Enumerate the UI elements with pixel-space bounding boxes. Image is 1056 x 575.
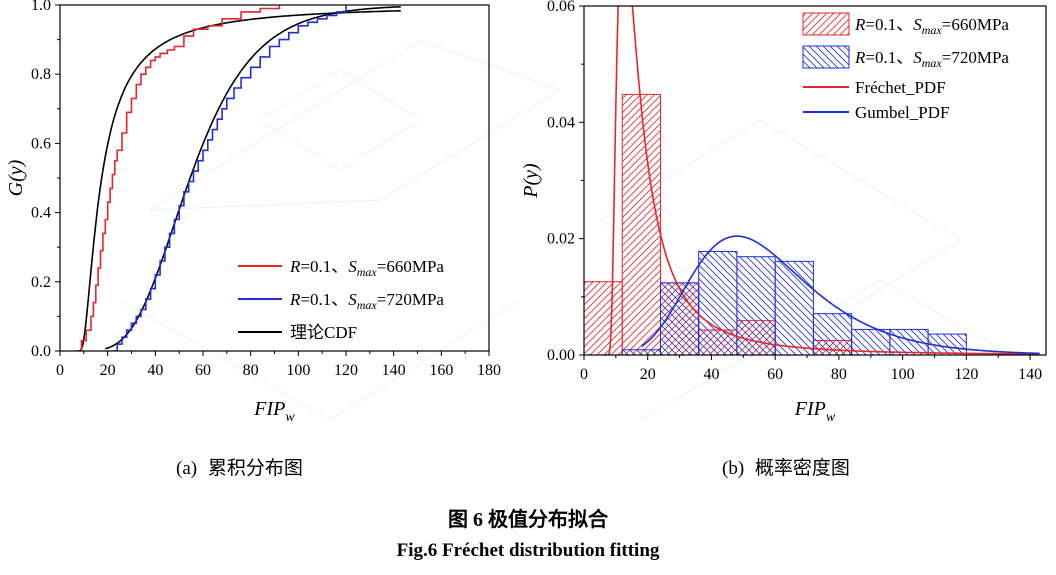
y-tick-label: 0.0: [31, 343, 51, 360]
x-tick-label: 40: [703, 366, 719, 383]
figure-caption-cn: 图 6 极值分布拟合: [448, 509, 608, 531]
x-tick-label: 0: [56, 362, 64, 379]
pdf-curve-2: [640, 235, 1040, 355]
y-tick-label: 0.2: [31, 274, 51, 291]
cdf-legend-label-3: 理论CDF: [290, 323, 357, 342]
histogram-2-bar-1: [621, 349, 661, 355]
subcaption-b-label: (b): [722, 458, 745, 479]
watermark: [119, 39, 1021, 421]
pdf-panel: 0 20 40 60 80 100 120 140 0.00 0.02 0.04 0.06 FIPw P(…: [520, 0, 1047, 425]
histogram-1-bar-2: [621, 93, 661, 355]
subcaption-b: (b) 概率密度图: [722, 453, 850, 480]
pdf-legend-label-4: Gumbel_PDF: [855, 103, 949, 122]
x-tick-label: 40: [147, 362, 163, 379]
x-tick-label: 80: [243, 362, 259, 379]
cdf-y-axis-label: G(y): [5, 159, 27, 196]
y-tick-label: 0.4: [31, 205, 51, 222]
cdf-legend-label-2: R=0.1、Smax=720MPa: [289, 290, 444, 312]
y-tick-label: 0.8: [31, 66, 51, 83]
histogram-2-bar-3: [698, 250, 738, 355]
histogram-2-bar-6: [812, 313, 853, 355]
x-tick-label: 120: [334, 362, 358, 379]
histogram-2-bar-5: [774, 260, 814, 355]
pdf-legend-label-3: Fréchet_PDF: [855, 78, 946, 97]
x-tick-label: 160: [429, 362, 453, 379]
x-tick-label: 20: [100, 362, 116, 379]
x-tick-label: 20: [640, 366, 656, 383]
x-tick-label: 60: [767, 366, 783, 383]
x-tick-label: 80: [831, 366, 847, 383]
pdf-legend-label-1: R=0.1、Smax=660MPa: [854, 15, 1009, 37]
histogram-2-bar-4: [736, 256, 776, 355]
y-tick-label: 1.0: [31, 0, 51, 14]
histogram-1-bar-1: [584, 281, 623, 355]
x-tick-label: 60: [195, 362, 211, 379]
x-tick-label: 180: [477, 362, 501, 379]
subcaption-a: (a) 累积分布图: [176, 453, 303, 480]
cdf-x-axis-label: FIPw: [253, 398, 295, 425]
pdf-legend-label-2: R=0.1、Smax=720MPa: [854, 48, 1009, 70]
x-tick-label: 100: [891, 366, 915, 383]
cdf-legend-label-1: R=0.1、Smax=660MPa: [289, 257, 444, 279]
x-tick-label: 140: [382, 362, 406, 379]
subcaption-a-text: 累积分布图: [207, 458, 303, 479]
subcaption-b-text: 概率密度图: [754, 458, 850, 479]
empirical-cdf-series-1: [76, 5, 281, 351]
x-tick-label: 120: [954, 366, 978, 383]
pdf-legend-swatch-1: [802, 12, 850, 36]
y-tick-label: 0.04: [547, 114, 575, 131]
pdf-y-axis-label: P(y): [520, 163, 542, 199]
y-tick-label: 0.6: [31, 135, 51, 152]
x-tick-label: 100: [286, 362, 310, 379]
y-tick-label: 0.06: [547, 0, 575, 15]
x-tick-label: 140: [1018, 366, 1042, 383]
empirical-cdf-series-2: [112, 5, 347, 351]
subcaption-a-label: (a): [176, 458, 198, 479]
figure-caption-en: Fig.6 Fréchet distribution fitting: [396, 540, 660, 561]
y-tick-label: 0.00: [547, 347, 575, 364]
y-tick-label: 0.02: [547, 231, 575, 248]
pdf-legend-swatch-2: [802, 45, 850, 69]
x-tick-label: 0: [580, 366, 588, 383]
pdf-x-axis-label: FIPw: [794, 398, 836, 425]
cdf-panel: 0 20 40 60 80 100 120 140 160 180 0.0 0.2 0.4 0.6 0.8 1…: [5, 0, 501, 425]
pdf-curve-1: [603, 6, 1040, 355]
